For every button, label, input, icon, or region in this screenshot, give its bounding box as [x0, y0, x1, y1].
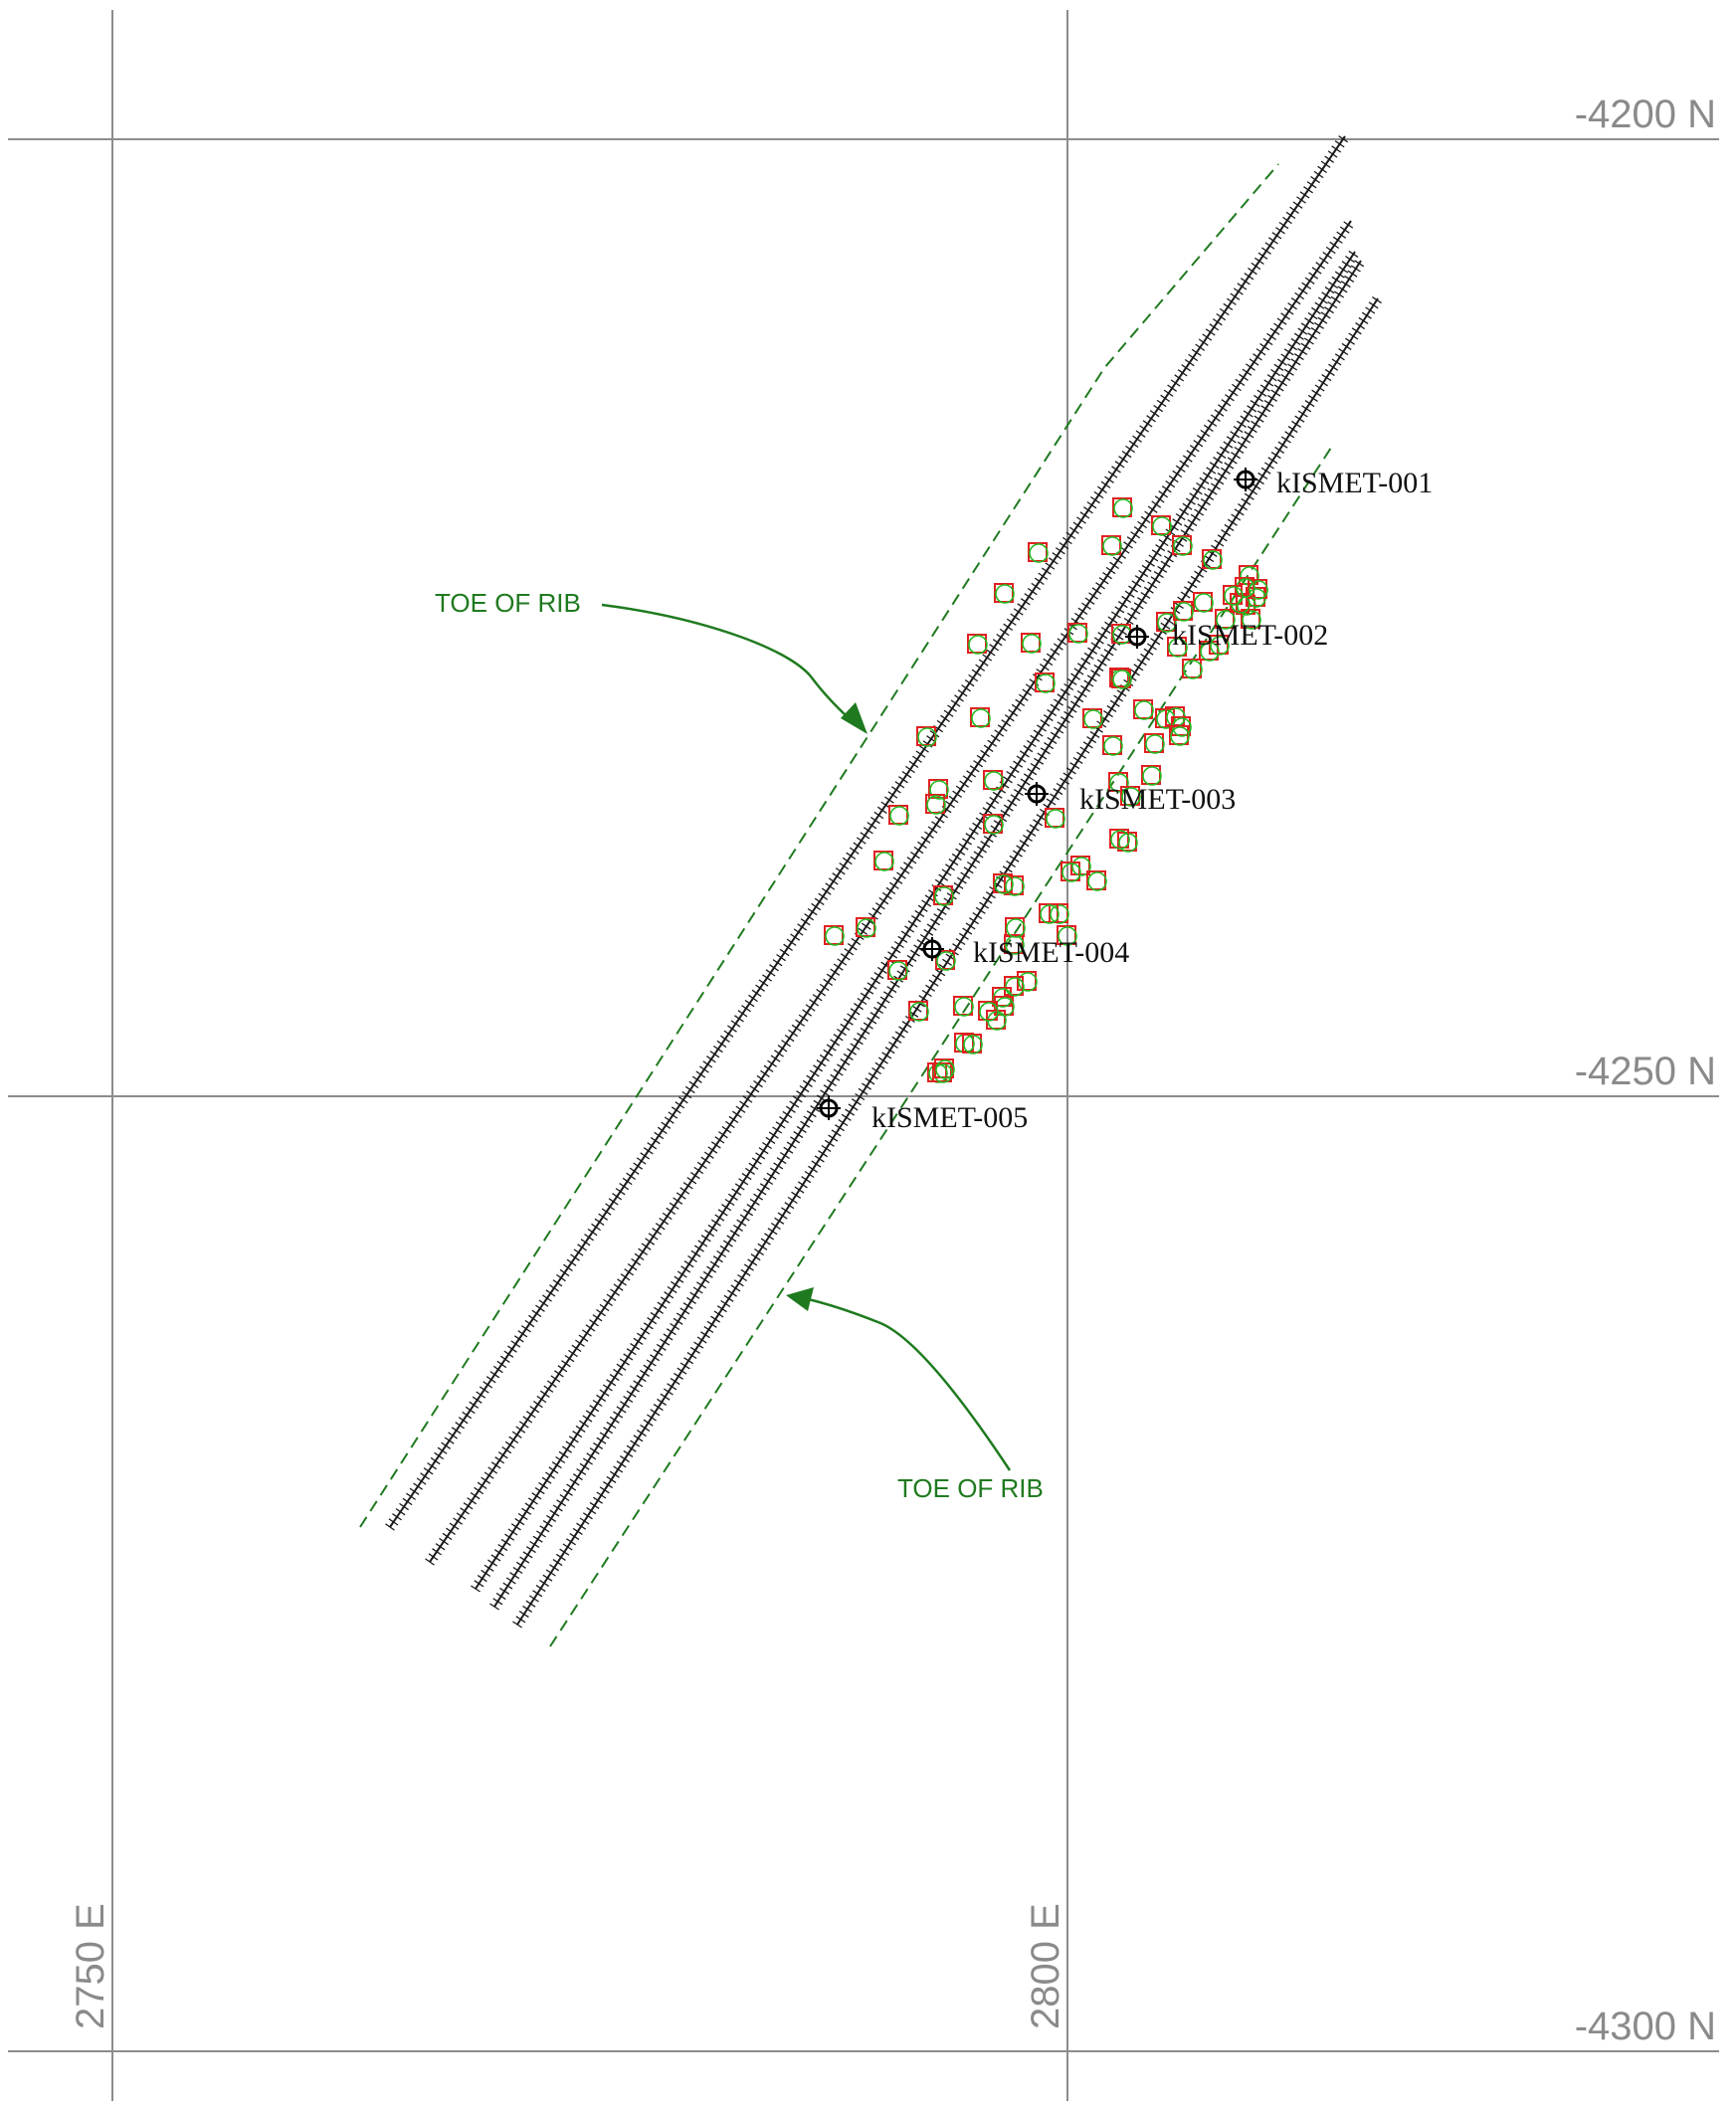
survey-marker	[1108, 772, 1129, 793]
survey-marker	[953, 996, 974, 1017]
survey-marker	[1156, 612, 1177, 633]
survey-marker	[1109, 829, 1130, 850]
survey-marker	[1005, 917, 1026, 938]
survey-marker	[1035, 672, 1056, 693]
northing-label-4250: -4250 N	[1575, 1050, 1716, 1093]
survey-marker	[1141, 765, 1162, 786]
survey-marker	[1111, 669, 1132, 689]
survey-marker	[1004, 976, 1025, 997]
survey-marker	[1067, 623, 1088, 644]
survey-marker	[983, 770, 1004, 791]
survey-marker	[993, 873, 1014, 894]
survey-marker	[983, 814, 1004, 835]
survey-marker	[1133, 699, 1154, 720]
well-kismet-003: kISMET-003	[1025, 782, 1236, 816]
survey-marker	[824, 925, 845, 946]
easting-label-2800: 2800 E	[1024, 1903, 1067, 2029]
survey-marker	[1223, 585, 1244, 606]
drill-holes	[385, 135, 1382, 1629]
grid-lines	[8, 10, 1719, 2101]
toe-of-rib-upper-line	[359, 163, 1279, 1528]
drill-hole-trace	[385, 135, 1349, 1531]
arrow-lower-path	[803, 1296, 1012, 1471]
arrow-upper-path	[601, 603, 857, 725]
survey-marker	[935, 950, 956, 971]
survey-marker	[978, 1001, 999, 1022]
survey-marker	[1172, 535, 1193, 556]
survey-marker	[967, 634, 988, 655]
survey-marker	[1167, 637, 1188, 658]
survey-marker	[1057, 925, 1077, 946]
well-label: kISMET-004	[973, 936, 1129, 969]
survey-marker	[1173, 601, 1194, 622]
survey-marker	[1101, 535, 1122, 556]
survey-marker	[1017, 971, 1038, 992]
well-kismet-001: kISMET-001	[1234, 467, 1433, 499]
survey-marker	[1151, 515, 1172, 536]
survey-marker	[908, 1001, 929, 1022]
survey-marker	[1248, 579, 1268, 600]
toe-of-rib-lines	[359, 163, 1332, 1647]
northing-label-4200: -4200 N	[1575, 93, 1716, 136]
well-label: kISMET-005	[871, 1101, 1028, 1134]
survey-marker	[1021, 633, 1042, 654]
well-label: kISMET-001	[1276, 467, 1433, 499]
survey-marker	[1202, 549, 1223, 570]
easting-label-2750: 2750 E	[69, 1903, 112, 2029]
annotation-arrows	[601, 603, 1012, 1471]
survey-marker	[1182, 659, 1203, 679]
northing-label-4300: -4300 N	[1575, 2005, 1716, 2048]
toe-of-rib-label-upper: TOE OF RIB	[435, 588, 581, 618]
survey-marker	[1102, 735, 1123, 756]
survey-marker	[1215, 609, 1236, 630]
survey-marker	[1169, 725, 1190, 746]
drill-hole-trace	[512, 296, 1382, 1629]
drill-hole-trace	[471, 250, 1359, 1593]
survey-marker	[1086, 870, 1107, 891]
survey-marker	[888, 805, 909, 826]
well-kismet-004: kISMET-004	[920, 936, 1129, 969]
toe-of-rib-label-lower: TOE OF RIB	[897, 1473, 1044, 1503]
drill-hole-trace	[425, 220, 1354, 1566]
well-label: kISMET-003	[1079, 783, 1236, 816]
survey-marker	[887, 960, 908, 981]
survey-marker	[928, 779, 949, 800]
survey-marker	[856, 917, 876, 938]
survey-marker	[994, 583, 1015, 604]
survey-marker	[1193, 592, 1214, 613]
survey-markers	[824, 497, 1268, 1083]
drill-hole-trace	[489, 260, 1365, 1611]
arrowhead-icon	[841, 702, 868, 734]
survey-marker	[1045, 808, 1065, 829]
survey-marker	[962, 1034, 983, 1054]
survey-marker	[1028, 542, 1049, 563]
survey-marker	[1241, 609, 1261, 630]
well-label: kISMET-002	[1172, 619, 1328, 652]
survey-marker	[934, 1058, 955, 1079]
survey-marker	[933, 885, 954, 906]
survey-marker	[873, 851, 894, 871]
arrowhead-icon	[786, 1287, 814, 1311]
survey-marker	[1039, 903, 1060, 924]
survey-marker	[1144, 733, 1165, 754]
well-kismet-002: kISMET-002	[1125, 619, 1328, 652]
survey-marker	[1112, 497, 1133, 518]
survey-marker	[1082, 708, 1103, 729]
survey-marker	[1209, 635, 1230, 656]
well-kismet-005: kISMET-005	[817, 1096, 1028, 1134]
survey-marker	[916, 726, 937, 747]
survey-marker	[1004, 875, 1025, 896]
survey-marker	[970, 707, 991, 728]
survey-marker	[1120, 786, 1141, 807]
survey-marker	[925, 794, 946, 815]
survey-marker	[1061, 862, 1081, 882]
